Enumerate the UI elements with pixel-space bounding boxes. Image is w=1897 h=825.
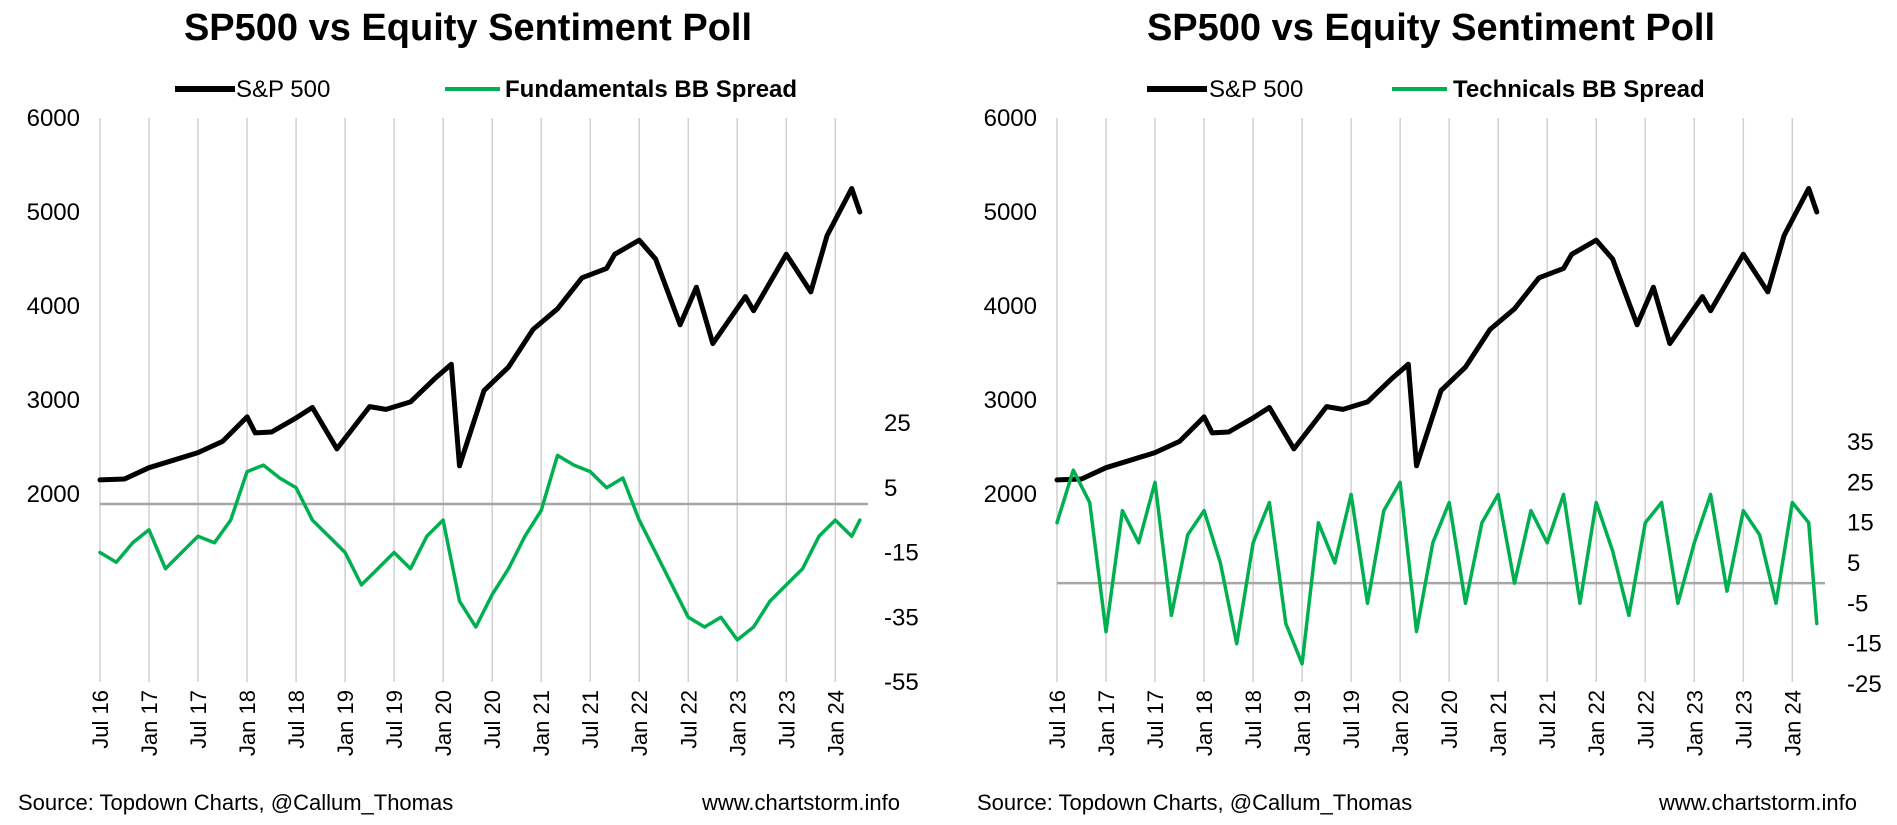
chart-title: SP500 vs Equity Sentiment Poll: [1147, 7, 1715, 49]
left-tick-label: 4000: [27, 293, 80, 320]
right-axis: 25 5 -15 -35 -55: [884, 410, 919, 696]
x-tick-label: Jul 19: [1339, 690, 1364, 749]
legend-label-spread: Fundamentals BB Spread: [505, 76, 797, 103]
source-note: Source: Topdown Charts, @Callum_Thomas: [18, 790, 453, 815]
legend-label-spread: Technicals BB Spread: [1453, 76, 1705, 103]
x-tick-label: Jul 19: [382, 690, 407, 749]
chart-panel-2: SP500 vs Equity Sentiment Poll S&P 500 Tec…: [977, 7, 1882, 815]
gridlines: [1056, 118, 1794, 682]
x-tick-label: Jul 16: [1045, 690, 1070, 749]
x-tick-label: Jul 21: [1535, 690, 1560, 749]
left-axis: 2000 3000 4000 5000 6000: [984, 105, 1037, 508]
left-tick-label: 5000: [27, 199, 80, 226]
left-tick-label: 5000: [984, 199, 1037, 226]
right-tick-label: -15: [1847, 631, 1882, 658]
site-url: www.chartstorm.info: [701, 790, 900, 815]
x-tick-label: Jan 21: [1486, 690, 1511, 756]
legend-label-sp500: S&P 500: [236, 76, 330, 103]
x-tick-label: Jan 23: [1682, 690, 1707, 756]
right-tick-label: -15: [884, 540, 919, 567]
x-tick-label: Jan 20: [1388, 690, 1413, 756]
x-tick-label: Jan 23: [725, 690, 750, 756]
x-tick-label: Jan 19: [1290, 690, 1315, 756]
x-tick-label: Jul 20: [480, 690, 505, 749]
right-tick-label: -25: [1847, 671, 1882, 698]
right-tick-label: 35: [1847, 429, 1874, 456]
x-tick-label: Jan 22: [1584, 690, 1609, 756]
x-tick-label: Jul 23: [1731, 690, 1756, 749]
x-tick-label: Jul 21: [578, 690, 603, 749]
legend-label-sp500: S&P 500: [1209, 76, 1303, 103]
right-tick-label: 25: [1847, 469, 1874, 496]
right-tick-label: -35: [884, 604, 919, 631]
x-tick-label: Jan 24: [1780, 690, 1805, 756]
x-tick-label: Jan 19: [333, 690, 358, 756]
x-tick-label: Jul 23: [774, 690, 799, 749]
right-axis: 35 25 15 5 -5 -15 -25: [1847, 429, 1882, 698]
x-tick-label: Jul 22: [676, 690, 701, 749]
x-tick-label: Jan 18: [1192, 690, 1217, 756]
right-tick-label: 5: [1847, 550, 1860, 577]
x-axis: Jul 16 Jan 17 Jul 17 Jan 18 Jul 18 Jan 19 Jul …: [1045, 690, 1805, 756]
x-tick-label: Jul 18: [284, 690, 309, 749]
x-tick-label: Jan 18: [235, 690, 260, 756]
x-tick-label: Jan 21: [529, 690, 554, 756]
x-tick-label: Jan 20: [431, 690, 456, 756]
series-line-sp500: [1054, 186, 1820, 483]
x-tick-label: Jan 17: [1094, 690, 1119, 756]
x-axis: Jul 16 Jan 17 Jul 17 Jan 18 Jul 18 Jan 19 Jul …: [88, 690, 848, 756]
x-tick-label: Jan 22: [627, 690, 652, 756]
left-tick-label: 2000: [27, 481, 80, 508]
x-tick-label: Jul 17: [186, 690, 211, 749]
series-line-spread: [1055, 468, 1819, 666]
right-tick-label: 5: [884, 475, 897, 502]
right-tick-label: 25: [884, 410, 911, 437]
x-tick-label: Jul 17: [1143, 690, 1168, 749]
left-tick-label: 6000: [984, 105, 1037, 132]
series-line-spread: [98, 453, 862, 642]
left-tick-label: 3000: [984, 387, 1037, 414]
gridlines: [99, 118, 837, 682]
source-note: Source: Topdown Charts, @Callum_Thomas: [977, 790, 1412, 815]
right-tick-label: -5: [1847, 590, 1868, 617]
legend: S&P 500 Fundamentals BB Spread: [175, 76, 797, 103]
x-tick-label: Jan 24: [823, 690, 848, 756]
right-tick-label: -55: [884, 669, 919, 696]
x-tick-label: Jul 22: [1633, 690, 1658, 749]
chart-panel-1: SP500 vs Equity Sentiment Poll S&P 500 Fun…: [18, 7, 919, 815]
x-tick-label: Jul 16: [88, 690, 113, 749]
x-tick-label: Jul 18: [1241, 690, 1266, 749]
x-tick-label: Jul 20: [1437, 690, 1462, 749]
x-tick-label: Jan 17: [137, 690, 162, 756]
left-tick-label: 2000: [984, 481, 1037, 508]
series-line-sp500: [97, 186, 863, 483]
right-tick-label: 15: [1847, 510, 1874, 537]
legend: S&P 500 Technicals BB Spread: [1147, 76, 1705, 103]
left-tick-label: 4000: [984, 293, 1037, 320]
left-axis: 2000 3000 4000 5000 6000: [27, 105, 80, 508]
left-tick-label: 6000: [27, 105, 80, 132]
left-tick-label: 3000: [27, 387, 80, 414]
site-url: www.chartstorm.info: [1658, 790, 1857, 815]
chart-title: SP500 vs Equity Sentiment Poll: [184, 7, 752, 49]
